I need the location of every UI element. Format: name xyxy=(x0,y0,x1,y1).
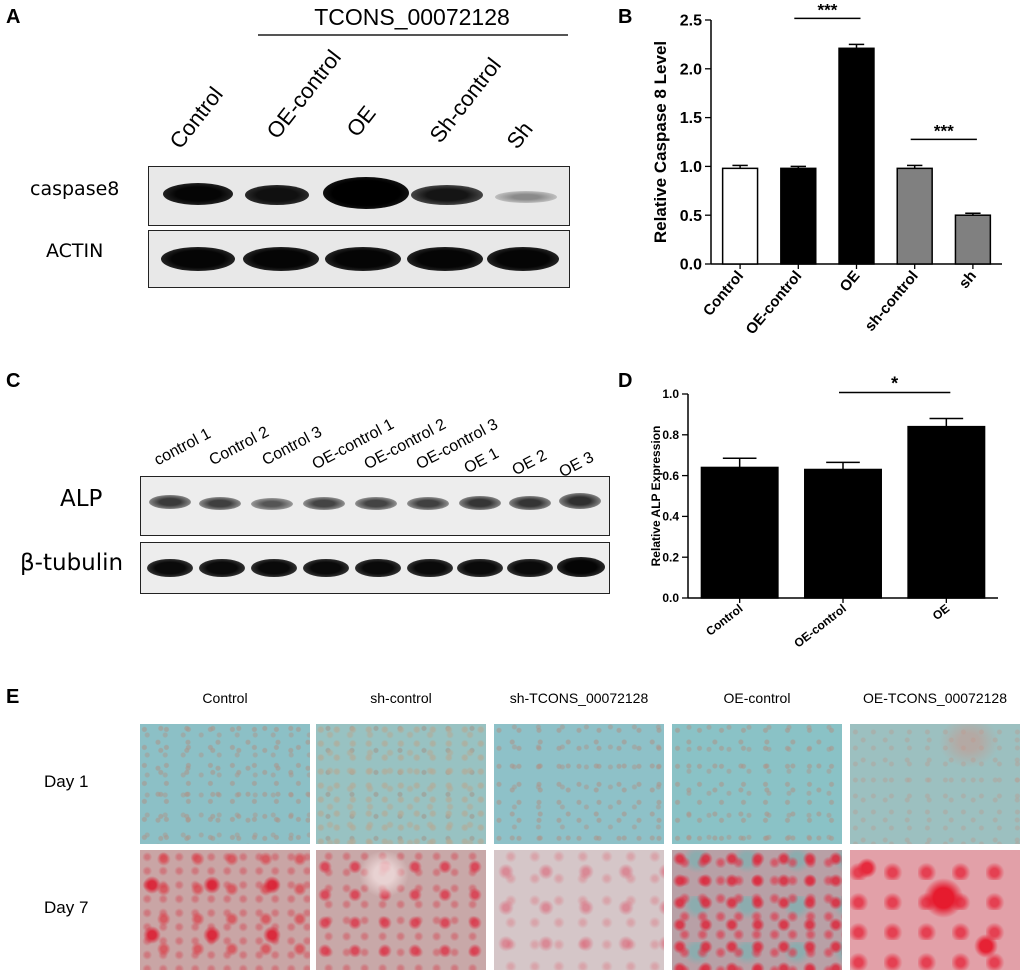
alp-blot xyxy=(140,476,610,536)
y-tick-label: 0.6 xyxy=(662,469,679,483)
y-tick-label: 0.4 xyxy=(662,510,679,524)
y-tick-label: 1.5 xyxy=(680,110,702,127)
y-axis-label: Relative Caspase 8 Level xyxy=(651,41,670,243)
micrograph-control-day1 xyxy=(140,724,310,844)
panel-d-chart: 0.0 0.2 0.4 0.6 0.8 1.0 Relative ALP Expressio… xyxy=(649,373,998,651)
bar xyxy=(721,167,759,265)
panel-e-column-label: OE-TCONS_00072128 xyxy=(863,690,1007,706)
significance-label: *** xyxy=(934,121,954,140)
panel-e-column-label: Control xyxy=(202,690,248,706)
panel-e-column-label: sh-TCONS_00072128 xyxy=(509,690,649,706)
panel-c-row-label: β-tubulin xyxy=(20,550,124,576)
bar xyxy=(907,425,986,599)
panel-letter-c: C xyxy=(6,370,21,392)
micrograph-oe-tcons-day7 xyxy=(850,850,1020,970)
y-tick-label: 0.0 xyxy=(680,257,702,274)
panel-c-lane-label: Control 2 xyxy=(206,423,272,470)
y-tick-label: 1.0 xyxy=(662,387,679,401)
micrograph-sh-control-day1 xyxy=(316,724,486,844)
bar xyxy=(804,468,882,599)
micrograph-sh-tcons-day7 xyxy=(494,850,664,970)
panel-e-row-label: Day 1 xyxy=(44,772,89,791)
panel-a-lane-label: Control xyxy=(164,82,228,154)
panel-a-row-label: ACTIN xyxy=(46,240,104,262)
panel-a-lane-label: OE-control xyxy=(261,45,346,144)
panel-letter-d: D xyxy=(618,370,633,392)
actin-blot xyxy=(148,230,570,288)
panel-e-row-label: Day 7 xyxy=(44,898,89,917)
panel-c-row-label: ALP xyxy=(60,486,103,512)
panel-a-group-title: TCONS_00072128 xyxy=(314,4,510,30)
micrograph-oe-control-day7 xyxy=(672,850,842,970)
y-tick-label: 2.5 xyxy=(680,13,702,30)
panel-c-lane-label: control 1 xyxy=(151,425,214,470)
x-tick-label: OE-control xyxy=(791,601,848,650)
panel-e-column-label: sh-control xyxy=(370,690,432,706)
bar xyxy=(700,466,779,599)
significance-label: * xyxy=(891,373,898,393)
y-axis-label: Relative ALP Expression xyxy=(649,426,663,567)
x-tick-label: OE xyxy=(930,601,952,623)
panel-a-row-label: caspase8 xyxy=(30,178,120,200)
x-tick-label: sh-control xyxy=(862,268,922,335)
x-tick-label: Control xyxy=(700,268,747,320)
x-tick-label: sh xyxy=(956,268,980,292)
y-tick-label: 0.8 xyxy=(662,428,679,442)
micrograph-oe-control-day1 xyxy=(672,724,842,844)
micrograph-oe-tcons-day1 xyxy=(850,724,1020,844)
caspase8-blot xyxy=(148,166,570,226)
panel-e-column-label: OE-control xyxy=(723,690,791,706)
panel-b-chart: 0.0 0.5 1.0 1.5 2.0 2.5 Relative Caspase 8 Lev… xyxy=(651,0,1002,338)
y-tick-label: 1.0 xyxy=(680,159,702,176)
panel-c-lane-label: OE 1 xyxy=(461,444,502,478)
significance-label: *** xyxy=(817,0,837,19)
x-tick-label: OE-control xyxy=(743,268,806,338)
bar xyxy=(954,214,992,265)
panel-letter-b: B xyxy=(618,6,633,28)
micrograph-control-day7 xyxy=(140,850,310,970)
x-tick-label: Control xyxy=(703,601,745,638)
x-tick-label: OE xyxy=(837,268,864,296)
panel-a-lane-label: OE xyxy=(341,100,381,142)
micrograph-sh-control-day7 xyxy=(316,850,486,970)
bar xyxy=(838,47,875,265)
panel-a-lane-label: Sh xyxy=(501,116,538,154)
panel-a-lane-label: Sh-control xyxy=(424,52,506,148)
micrograph-sh-tcons-day1 xyxy=(494,724,664,844)
bar xyxy=(896,167,933,265)
y-tick-label: 2.0 xyxy=(680,61,702,78)
beta-tubulin-blot xyxy=(140,542,610,594)
y-tick-label: 0.5 xyxy=(680,208,702,225)
panel-letter-a: A xyxy=(6,6,21,28)
y-tick-label: 0.0 xyxy=(662,591,679,605)
bar xyxy=(780,167,817,265)
panel-a-group-line xyxy=(258,34,568,36)
panel-letter-e: E xyxy=(6,686,20,708)
y-tick-label: 0.2 xyxy=(662,550,679,564)
